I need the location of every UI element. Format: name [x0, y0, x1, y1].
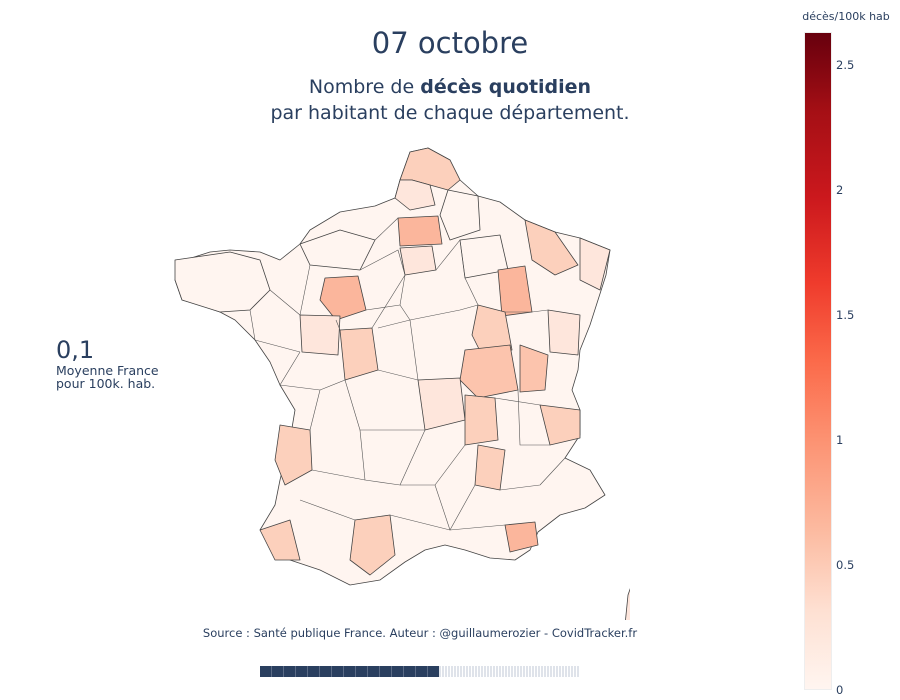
- dept-calvados[interactable]: [299, 229, 376, 271]
- colorbar-tick: 2: [836, 183, 844, 197]
- france-department-map[interactable]: [160, 140, 630, 620]
- dept-oise[interactable]: [397, 215, 443, 247]
- dept-aisne[interactable]: [439, 189, 481, 241]
- date-slider[interactable]: [260, 666, 580, 677]
- colorbar-title: décès/100k hab: [802, 10, 890, 23]
- dept-jura[interactable]: [519, 344, 549, 393]
- subtitle-prefix: Nombre de: [308, 76, 421, 98]
- dept-bas-rhin[interactable]: [579, 237, 611, 291]
- dept-meurthe-moselle[interactable]: [524, 219, 579, 276]
- dept-pyrenees-atlantiques[interactable]: [259, 519, 301, 561]
- dept-bouches-du-rhone[interactable]: [504, 521, 539, 553]
- dept-drome[interactable]: [474, 444, 506, 491]
- colorbar: [804, 32, 832, 690]
- corsica[interactable]: [625, 548, 630, 620]
- date-slider-progress[interactable]: [260, 666, 440, 677]
- colorbar-tick: 0: [836, 683, 844, 697]
- date-slider-track[interactable]: [439, 666, 580, 677]
- france-average: 0,1 Moyenne France pour 100k. hab.: [56, 336, 159, 390]
- average-label-2: pour 100k. hab.: [56, 376, 156, 391]
- dept-gironde[interactable]: [274, 424, 313, 486]
- average-value: 0,1: [56, 336, 95, 364]
- dept-doubs[interactable]: [547, 309, 581, 356]
- map-subtitle: Nombre de décès quotidien par habitant d…: [0, 74, 900, 126]
- dept-paris-region[interactable]: [399, 245, 437, 276]
- dept-eure-et-loir[interactable]: [319, 275, 367, 321]
- dept-haute-garonne[interactable]: [349, 514, 396, 576]
- source-credit: Source : Santé publique France. Auteur :…: [202, 626, 638, 640]
- dept-bretagne[interactable]: [174, 251, 271, 313]
- colorbar-tick: 1: [836, 433, 844, 447]
- colorbar-tick: 1.5: [836, 308, 855, 322]
- subtitle-bold: décès quotidien: [420, 76, 592, 98]
- dept-loire[interactable]: [464, 394, 499, 446]
- average-label-1: Moyenne France: [56, 363, 159, 378]
- colorbar-tick: 2.5: [836, 58, 855, 72]
- dept-saone-et-loire[interactable]: [459, 344, 519, 399]
- dept-sarthe[interactable]: [299, 314, 341, 356]
- dept-somme[interactable]: [394, 179, 436, 211]
- dept-savoie[interactable]: [539, 404, 581, 446]
- subtitle-line2: par habitant de chaque département.: [270, 102, 630, 124]
- map-title: 07 octobre: [371, 26, 529, 60]
- colorbar-tick: 0.5: [836, 558, 855, 572]
